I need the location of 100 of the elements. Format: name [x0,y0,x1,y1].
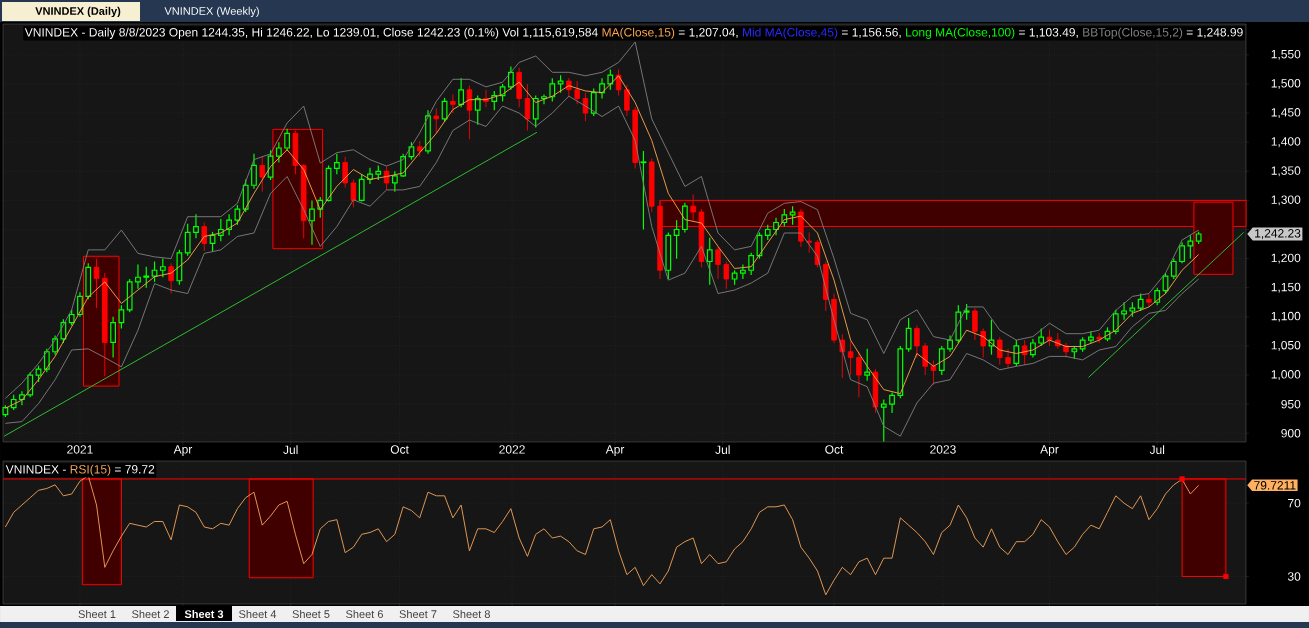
candlestick [1146,293,1152,307]
candlestick [52,334,58,356]
candlestick [425,109,431,155]
candlestick [997,336,1003,366]
candlestick [342,156,348,189]
candlestick [458,77,465,108]
candlestick [524,83,531,131]
candlestick [450,93,456,114]
candlestick [922,342,928,376]
y-tick-label: 30 [1287,572,1301,581]
candlestick [259,155,266,193]
candlestick [135,263,141,290]
x-tick-label: 2023 [930,445,956,454]
candlestick [300,163,307,239]
x-tick-label: 2021 [67,445,93,454]
annotation: = 1,248.99 [1186,28,1243,38]
candlestick [1088,330,1094,344]
text: MA(Close,15) [602,27,675,39]
x-tick-label: Apr [1040,445,1059,456]
text: Sheet 5 [292,609,330,619]
candlestick [847,340,854,376]
candlestick [831,293,837,344]
candlestick [168,262,174,294]
candlestick [466,85,473,140]
text: Sheet 1 [78,609,116,619]
y-tick-label: 1,050 [1271,340,1301,351]
candlestick [930,360,937,386]
candlestick [325,164,332,201]
text: BBTop(Close,15,2) [1083,27,1183,39]
x-tick-label: Apr [173,445,193,456]
candlestick [914,325,920,359]
candlestick [739,263,746,280]
candlestick [433,107,440,134]
y-tick-label: 1,500 [1271,79,1301,89]
candlestick [383,166,390,191]
chart-title: VNINDEX - [5,465,66,474]
candlestick [1005,348,1011,369]
candlestick [889,391,895,414]
candlestick [350,178,357,208]
candlestick [1121,301,1127,321]
y-tick-label: 1,000 [1271,370,1301,380]
line-series [4,475,1200,596]
candlestick [665,231,672,280]
y-tick-label: 1,550 [1271,49,1301,60]
x-tick-label: Oct [825,445,844,454]
candlestick [806,231,812,254]
candlestick [201,222,208,252]
series-label: RSI(15) [70,464,111,476]
candlestick [624,84,630,117]
y-tick-label: 1,400 [1271,137,1301,148]
candlestick [1046,329,1053,347]
annotation: = 1,103.49, [1019,28,1078,38]
annotation: Mid MA(Close,45) [742,27,838,39]
y-tick-label: 1,150 [1271,282,1301,293]
y-tick-label: 1,350 [1271,166,1301,177]
candlestick [1021,339,1028,366]
candlestick [574,80,580,105]
candlestick [856,351,862,398]
candlestick [715,246,721,280]
y-tick-label: 1,450 [1271,108,1301,119]
text: Sheet 2 [132,609,169,619]
candlestick [391,170,398,193]
candlestick [681,202,688,234]
candlestick [251,153,257,190]
candlestick [980,328,986,359]
x-tick-label: Apr [605,445,625,456]
candlestick [897,345,904,399]
candlestick [416,140,423,158]
text: Sheet 8 [453,609,490,619]
candlestick [516,67,522,108]
x-tick-label: Jul [283,445,298,454]
annotation: = 1,207.04, [678,28,738,38]
text: Sheet 7 [399,609,437,619]
x-tick-label: Jul [1149,445,1165,454]
annotation: Long MA(Close,100) [906,27,1015,39]
text: 1,242.23 [1255,229,1301,239]
candlestick [947,334,953,353]
text: Sheet 6 [346,609,383,619]
candlestick [972,307,978,341]
text: VNINDEX (Daily) [35,6,121,18]
candlestick [1179,241,1185,264]
text: VNINDEX (Weekly) [164,6,259,18]
candlestick [648,158,655,213]
x-tick-label: Oct [390,445,409,454]
y-tick-label: 900 [1281,429,1301,438]
candlestick [193,213,199,239]
candlestick [507,65,514,91]
y-tick-label: 1,200 [1271,253,1301,264]
candlestick [309,199,315,246]
annotation: = 79.72 [114,465,155,474]
candlestick [582,92,589,122]
candlestick [110,316,117,359]
candlestick [93,258,100,309]
annotation: = 1,156.56, [841,28,901,38]
chart-title: VNINDEX - Daily 8/8/2023 Open 1244.35, Hi 1246.22, Lo 1239.01, Close 1242.23 (0.1%) Vol 1,115,619,584 [24,27,598,39]
y-tick-label: 1,100 [1271,311,1301,322]
y-tick-label: 950 [1281,399,1301,409]
text: Sheet 4 [239,609,277,619]
text: Sheet 3 [184,609,224,619]
candlestick [1096,332,1102,344]
